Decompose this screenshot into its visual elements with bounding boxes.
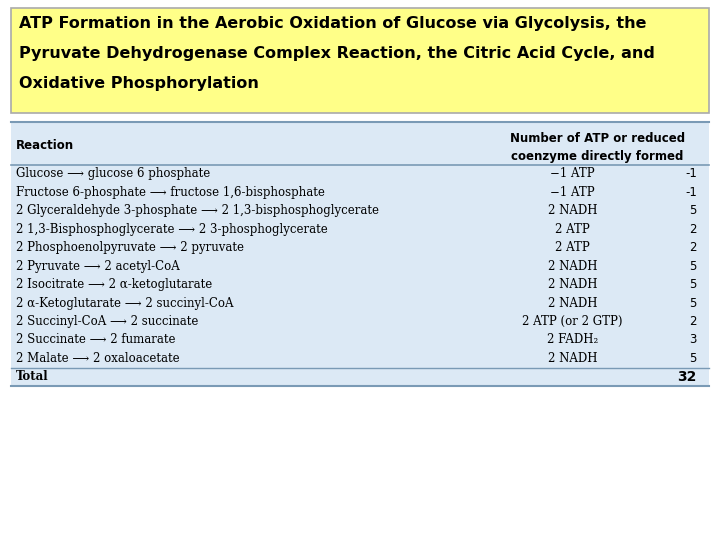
Text: 2 NADH: 2 NADH	[548, 204, 597, 217]
Text: 2 Isocitrate ⟶ 2 α-ketoglutarate: 2 Isocitrate ⟶ 2 α-ketoglutarate	[16, 278, 212, 291]
Text: 2 NADH: 2 NADH	[548, 278, 597, 291]
Text: 2 Succinyl-CoA ⟶ 2 succinate: 2 Succinyl-CoA ⟶ 2 succinate	[16, 315, 198, 328]
Text: 2 NADH: 2 NADH	[548, 260, 597, 273]
Text: 2 1,3-Bisphosphoglycerate ⟶ 2 3-phosphoglycerate: 2 1,3-Bisphosphoglycerate ⟶ 2 3-phosphog…	[16, 223, 328, 236]
Text: 5: 5	[690, 278, 697, 291]
Text: Reaction: Reaction	[16, 139, 74, 152]
Text: Pyruvate Dehydrogenase Complex Reaction, the Citric Acid Cycle, and: Pyruvate Dehydrogenase Complex Reaction,…	[19, 46, 655, 61]
Text: 2: 2	[690, 241, 697, 254]
Text: coenzyme directly formed: coenzyme directly formed	[511, 150, 684, 163]
Text: 2: 2	[690, 315, 697, 328]
Text: 2 Phosphoenolpyruvate ⟶ 2 pyruvate: 2 Phosphoenolpyruvate ⟶ 2 pyruvate	[16, 241, 244, 254]
Text: 2 ATP: 2 ATP	[555, 223, 590, 236]
Text: 2: 2	[690, 223, 697, 236]
Text: 5: 5	[690, 352, 697, 365]
Text: 5: 5	[690, 260, 697, 273]
Text: 2 Pyruvate ⟶ 2 acetyl-CoA: 2 Pyruvate ⟶ 2 acetyl-CoA	[16, 260, 179, 273]
Text: 2 ATP (or 2 GTP): 2 ATP (or 2 GTP)	[522, 315, 623, 328]
Text: 2 Succinate ⟶ 2 fumarate: 2 Succinate ⟶ 2 fumarate	[16, 334, 176, 347]
Text: 2 ATP: 2 ATP	[555, 241, 590, 254]
Text: -1: -1	[685, 186, 697, 199]
Text: Oxidative Phosphorylation: Oxidative Phosphorylation	[19, 76, 259, 91]
Text: -1: -1	[685, 167, 697, 180]
Text: Glucose ⟶ glucose 6 phosphate: Glucose ⟶ glucose 6 phosphate	[16, 167, 210, 180]
Text: 5: 5	[690, 296, 697, 309]
Text: 3: 3	[690, 334, 697, 347]
Text: 2 NADH: 2 NADH	[548, 296, 597, 309]
Text: 2 α-Ketoglutarate ⟶ 2 succinyl-CoA: 2 α-Ketoglutarate ⟶ 2 succinyl-CoA	[16, 296, 233, 309]
Text: 32: 32	[678, 370, 697, 384]
Text: ATP Formation in the Aerobic Oxidation of Glucose via Glycolysis, the: ATP Formation in the Aerobic Oxidation o…	[19, 16, 647, 31]
Text: −1 ATP: −1 ATP	[550, 186, 595, 199]
Text: Number of ATP or reduced: Number of ATP or reduced	[510, 132, 685, 145]
Text: 2 Glyceraldehyde 3-phosphate ⟶ 2 1,3-bisphosphoglycerate: 2 Glyceraldehyde 3-phosphate ⟶ 2 1,3-bis…	[16, 204, 379, 217]
Text: 2 Malate ⟶ 2 oxaloacetate: 2 Malate ⟶ 2 oxaloacetate	[16, 352, 179, 365]
Text: 2 FADH₂: 2 FADH₂	[546, 334, 598, 347]
Text: 5: 5	[690, 204, 697, 217]
Text: Fructose 6-phosphate ⟶ fructose 1,6-bisphosphate: Fructose 6-phosphate ⟶ fructose 1,6-bisp…	[16, 186, 325, 199]
Text: Total: Total	[16, 370, 48, 383]
Text: 2 NADH: 2 NADH	[548, 352, 597, 365]
Text: −1 ATP: −1 ATP	[550, 167, 595, 180]
